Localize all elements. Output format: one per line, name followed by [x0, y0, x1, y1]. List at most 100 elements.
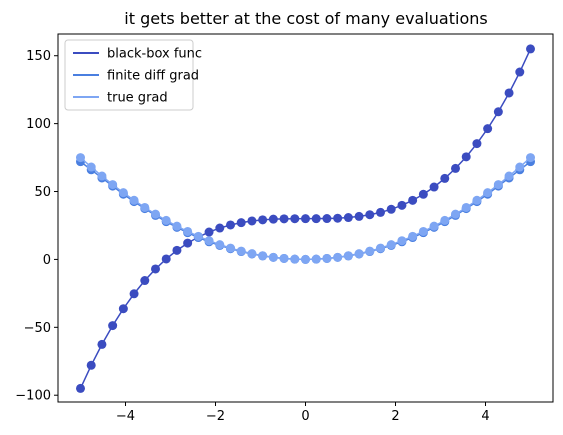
- data-point: [247, 249, 257, 259]
- data-point: [204, 236, 214, 246]
- data-point: [526, 44, 535, 54]
- data-point: [301, 254, 310, 264]
- data-point: [440, 173, 450, 183]
- data-point: [343, 251, 353, 261]
- data-point: [386, 240, 396, 250]
- data-point: [236, 246, 246, 256]
- data-point: [333, 252, 343, 262]
- y-tick-label: −100: [15, 389, 51, 404]
- legend-label: true grad: [107, 91, 168, 106]
- data-point: [376, 207, 386, 217]
- data-point: [151, 264, 161, 274]
- data-point: [343, 213, 353, 223]
- data-point: [76, 153, 85, 163]
- data-point: [215, 240, 225, 250]
- data-point: [268, 252, 278, 262]
- data-point: [311, 214, 321, 224]
- chart-title: it gets better at the cost of many evalu…: [124, 9, 487, 28]
- data-point: [258, 251, 268, 261]
- data-point: [483, 124, 493, 134]
- data-point: [172, 245, 182, 255]
- data-point: [386, 204, 396, 214]
- x-tick-label: 0: [301, 409, 309, 424]
- data-point: [365, 210, 375, 220]
- data-point: [172, 221, 182, 231]
- data-point: [429, 182, 439, 192]
- data-point: [504, 171, 514, 181]
- data-point: [108, 321, 118, 331]
- data-point: [118, 304, 128, 314]
- data-point: [322, 253, 332, 263]
- data-point: [493, 107, 503, 117]
- legend-label: black-box func: [107, 47, 202, 62]
- data-point: [515, 67, 525, 77]
- data-point: [429, 221, 439, 231]
- data-point: [108, 180, 118, 190]
- data-point: [204, 227, 214, 237]
- plot-series: [76, 44, 535, 393]
- data-point: [76, 383, 85, 393]
- data-point: [140, 276, 150, 286]
- data-point: [311, 254, 321, 264]
- data-point: [493, 180, 503, 190]
- data-point: [279, 214, 289, 224]
- data-point: [450, 209, 460, 219]
- data-point: [279, 253, 289, 263]
- data-point: [472, 195, 482, 205]
- data-point: [193, 231, 203, 241]
- data-point: [461, 202, 471, 212]
- data-point: [225, 243, 235, 253]
- data-point: [183, 238, 193, 248]
- data-point: [140, 202, 150, 212]
- data-point: [86, 162, 96, 172]
- data-point: [440, 215, 450, 225]
- data-point: [97, 339, 107, 349]
- x-tick-label: −2: [206, 409, 225, 424]
- data-point: [322, 214, 332, 224]
- x-tick-label: 4: [481, 409, 489, 424]
- data-point: [397, 200, 407, 210]
- data-point: [118, 188, 128, 198]
- data-point: [161, 215, 171, 225]
- data-point: [461, 152, 471, 162]
- data-point: [504, 88, 514, 98]
- data-point: [161, 254, 171, 264]
- data-point: [129, 289, 139, 299]
- x-axis-ticks: −4 −2 0 2 4: [116, 402, 490, 424]
- data-point: [86, 360, 96, 370]
- data-point: [515, 162, 525, 172]
- y-tick-label: 50: [34, 185, 51, 200]
- data-point: [258, 215, 268, 225]
- data-point: [483, 188, 493, 198]
- data-point: [301, 214, 310, 224]
- y-tick-label: −50: [24, 321, 51, 336]
- data-point: [236, 218, 246, 228]
- x-tick-label: −4: [116, 409, 135, 424]
- y-tick-label: 0: [43, 253, 51, 268]
- data-point: [365, 246, 375, 256]
- y-tick-label: 100: [26, 117, 51, 132]
- data-point: [215, 223, 225, 233]
- data-point: [450, 163, 460, 173]
- data-point: [418, 226, 428, 236]
- y-tick-label: 150: [26, 49, 51, 64]
- data-point: [290, 214, 300, 224]
- data-point: [183, 226, 193, 236]
- data-point: [129, 195, 139, 205]
- legend-box: [64, 39, 194, 111]
- plot-frame: [57, 33, 554, 403]
- data-point: [247, 216, 257, 226]
- legend-label: finite diff grad: [107, 69, 199, 84]
- data-point: [225, 220, 235, 230]
- series-2: [76, 153, 535, 264]
- series-0: [76, 44, 535, 393]
- y-axis-ticks: −100 −50 0 50 100 150: [15, 49, 58, 404]
- data-point: [526, 153, 535, 163]
- data-point: [408, 231, 418, 241]
- data-point: [290, 254, 300, 264]
- data-point: [376, 243, 386, 253]
- data-point: [354, 249, 364, 259]
- data-point: [472, 139, 482, 149]
- data-point: [397, 236, 407, 246]
